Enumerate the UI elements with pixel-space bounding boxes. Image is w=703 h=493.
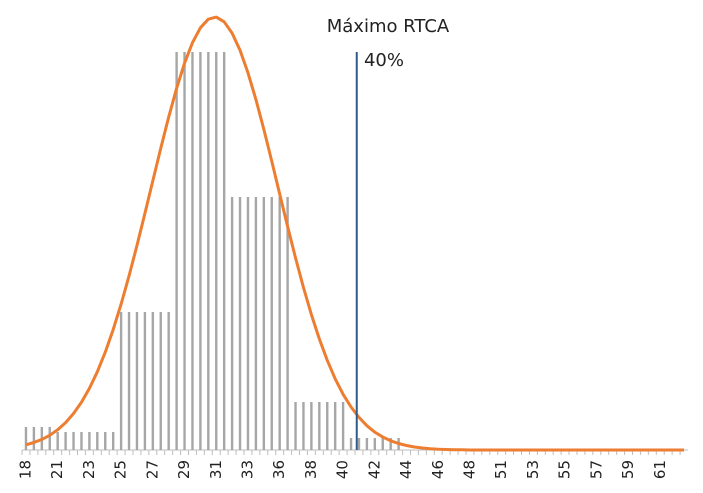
bar: [111, 432, 115, 450]
bar: [246, 197, 250, 450]
x-tick-label: 55: [556, 460, 574, 479]
x-tick-label: 40: [334, 460, 352, 479]
x-tick-label: 46: [429, 460, 447, 479]
x-tick-label: 21: [48, 460, 66, 479]
reference-label: 40%: [364, 50, 404, 71]
bar: [88, 432, 91, 450]
bar: [159, 312, 162, 450]
bar: [64, 432, 67, 450]
x-tick-label: 51: [492, 460, 510, 479]
bar: [151, 312, 155, 450]
bar: [326, 402, 329, 450]
curve: [25, 15, 685, 452]
x-tick-label: 27: [143, 460, 161, 479]
x-tick-label: 42: [365, 460, 383, 479]
bar: [222, 52, 226, 450]
bar: [215, 52, 218, 450]
bar: [48, 427, 51, 450]
x-tick-label: 18: [16, 460, 34, 479]
x-tick-label: 33: [238, 460, 256, 479]
bar: [302, 402, 305, 450]
bar: [135, 312, 139, 450]
bar: [389, 438, 392, 450]
bar: [72, 432, 75, 450]
reference-title: Máximo RTCA: [327, 16, 450, 37]
bar: [207, 52, 210, 450]
bar: [56, 432, 59, 450]
bar: [143, 312, 147, 450]
bar: [294, 402, 297, 450]
bar: [270, 197, 273, 450]
bar: [104, 432, 107, 450]
bar: [310, 402, 313, 450]
x-tick-label: 36: [270, 460, 288, 479]
x-tick-label: 44: [397, 460, 415, 479]
x-tick-label: 31: [207, 460, 225, 479]
bar: [80, 432, 83, 450]
bar: [333, 402, 337, 450]
bar: [96, 432, 99, 450]
bar: [381, 438, 384, 450]
bar: [119, 312, 123, 450]
bar: [24, 427, 28, 450]
x-tick-label: 25: [112, 460, 130, 479]
bar: [262, 197, 266, 450]
bar: [238, 197, 242, 450]
x-tick-label: 57: [587, 460, 605, 479]
x-tick-label: 61: [651, 460, 669, 479]
x-tick-label: 23: [80, 460, 98, 479]
x-tick-label: 48: [460, 460, 478, 479]
bar: [191, 52, 194, 450]
bar: [199, 52, 202, 450]
bar: [183, 52, 186, 450]
bar: [32, 427, 36, 450]
x-tick-label: 53: [524, 460, 542, 479]
bar: [167, 312, 170, 450]
bar: [373, 438, 377, 450]
bar: [341, 402, 345, 450]
x-tick-label: 38: [302, 460, 320, 479]
x-tick-label: 59: [619, 460, 637, 479]
bar: [278, 197, 281, 450]
bar: [175, 52, 178, 450]
bar: [357, 438, 361, 450]
bar: [318, 402, 321, 450]
bar: [254, 197, 258, 450]
bar: [286, 197, 289, 450]
x-tick-label: 29: [175, 460, 193, 479]
bar: [365, 438, 369, 450]
bar: [349, 438, 353, 450]
bar: [230, 197, 234, 450]
bar: [127, 312, 131, 450]
